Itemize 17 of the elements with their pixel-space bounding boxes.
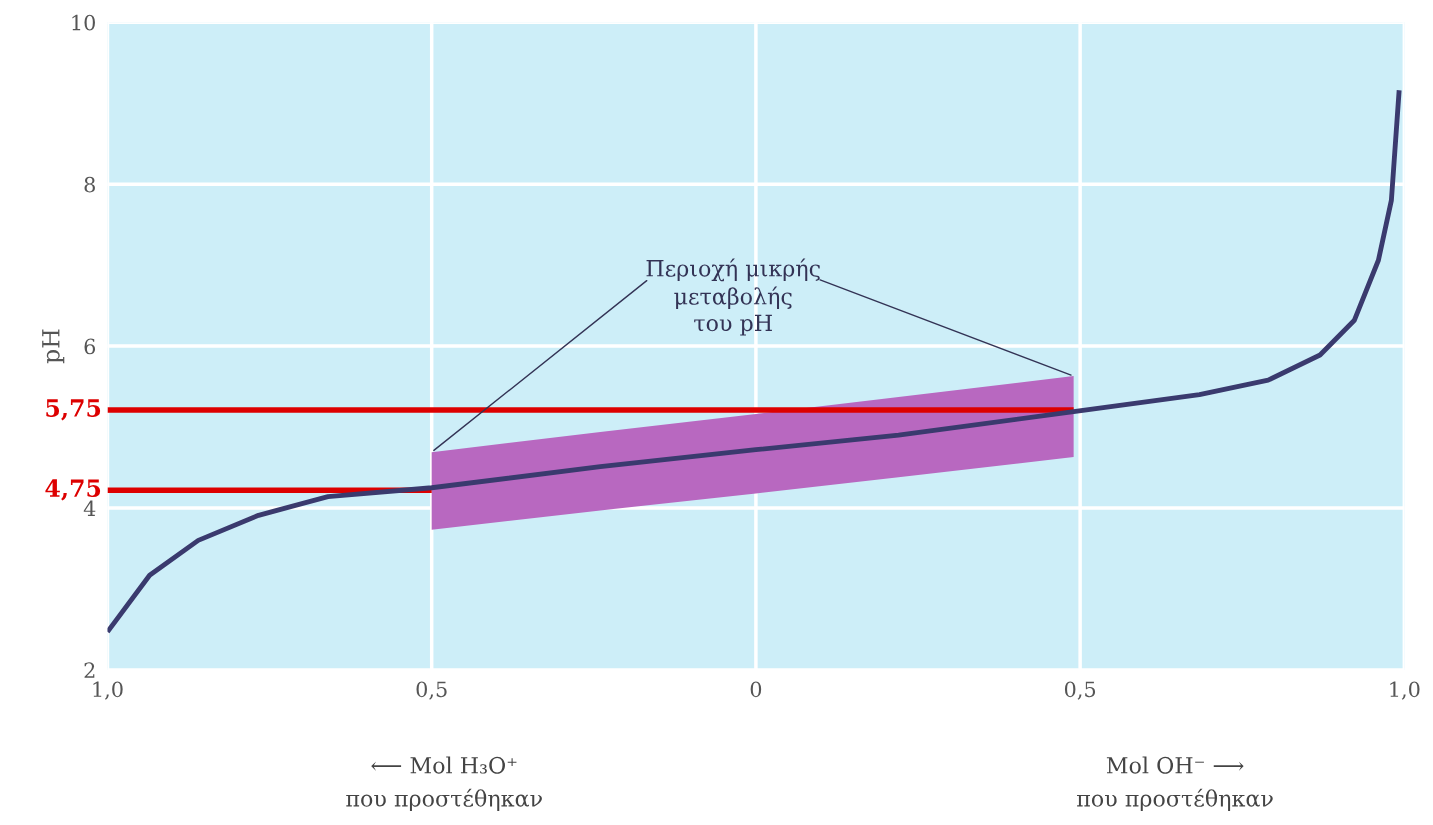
y-tick-label: 4: [83, 500, 96, 516]
y-axis-title: pH: [42, 329, 65, 364]
x-tick-label: 0,5: [416, 681, 447, 700]
x-tick-label: 1,0: [93, 681, 123, 700]
text: Mol OH⁻ ⟶ που προστέθηκαν: [1077, 756, 1273, 812]
x-tick-label: 0: [750, 681, 762, 698]
line-series: [107, 87, 1402, 635]
annotation: Περιοχή μικρής μεταβολής του pH: [646, 258, 820, 336]
x-tick-label: 0,5: [1064, 681, 1096, 700]
x-tick-label: 1,0: [1390, 681, 1420, 700]
series-label: 5,75: [46, 399, 101, 421]
y-tick-label: 2: [84, 662, 95, 678]
series-label: 4,75: [45, 479, 101, 501]
y-tick-label: 10: [72, 14, 95, 31]
text: ⟵ Mol H₃O⁺ που προστέθηκαν: [346, 756, 542, 812]
y-tick-label: 6: [84, 338, 96, 355]
y-tick-label: 8: [84, 176, 95, 193]
